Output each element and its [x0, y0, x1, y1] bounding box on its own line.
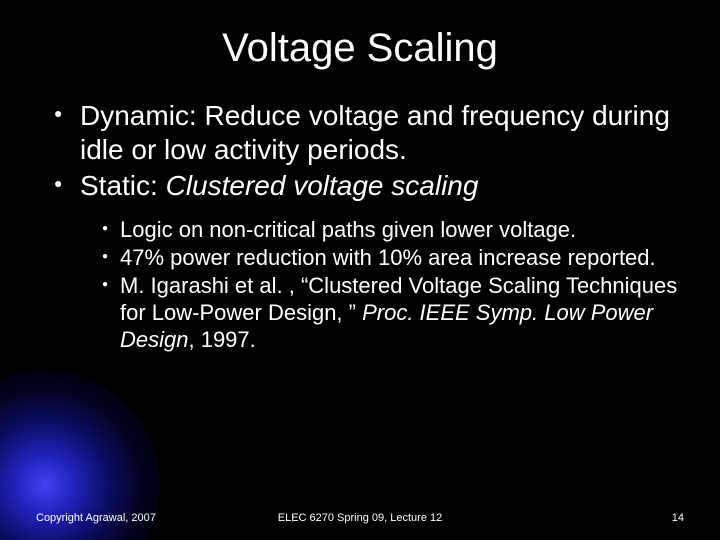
footer-copyright: Copyright Agrawal, 2007 — [36, 512, 156, 524]
footer: Copyright Agrawal, 2007 ELEC 6270 Spring… — [0, 512, 720, 524]
citation-part-c: , 1997. — [188, 327, 255, 352]
sub-bullet-list: Logic on non-critical paths given lower … — [36, 217, 684, 353]
main-bullet-list: Dynamic: Reduce voltage and frequency du… — [36, 99, 684, 203]
footer-slide-number: 14 — [672, 512, 684, 524]
slide: Voltage Scaling Dynamic: Reduce voltage … — [0, 0, 720, 540]
sub-bullet-logic: Logic on non-critical paths given lower … — [102, 217, 684, 244]
bullet-static: Static: Clustered voltage scaling — [54, 169, 684, 203]
bullet-dynamic-prefix: Dynamic: — [80, 100, 197, 131]
footer-course: ELEC 6270 Spring 09, Lecture 12 — [278, 512, 443, 524]
sub-bullet-reduction: 47% power reduction with 10% area increa… — [102, 245, 684, 272]
bullet-dynamic: Dynamic: Reduce voltage and frequency du… — [54, 99, 684, 167]
bullet-static-prefix: Static: — [80, 170, 158, 201]
bullet-static-text: Clustered voltage scaling — [158, 170, 479, 201]
sub-bullet-citation: M. Igarashi et al. , “Clustered Voltage … — [102, 273, 684, 353]
slide-title: Voltage Scaling — [36, 26, 684, 71]
